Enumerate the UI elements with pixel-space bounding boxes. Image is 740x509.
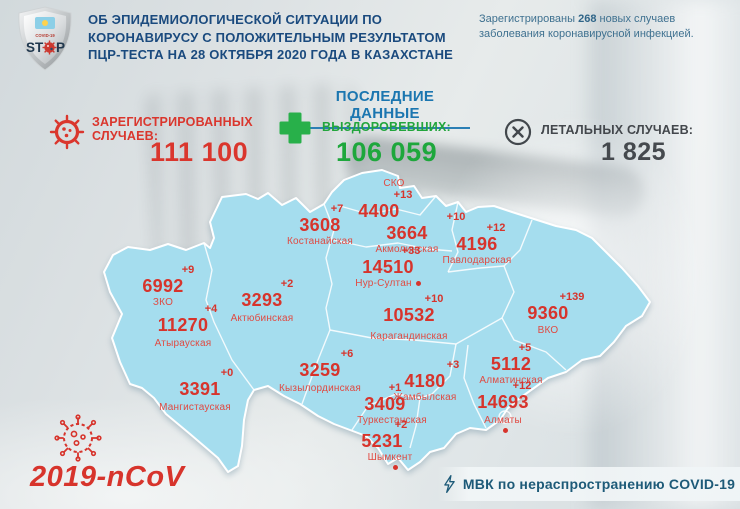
region-value: 14693 [477,392,529,412]
city-dot [415,281,421,286]
region-atyrauskaya: +4 11270 Атырауская [128,304,238,350]
region-delta: +2 [394,419,408,431]
deaths-label: ЛЕТАЛЬНЫХ СЛУЧАЕВ: [541,123,694,137]
cross-circle-icon [503,117,533,147]
note-suffix: новых случаев [599,13,676,25]
region-name: Алматы [484,415,522,426]
region-value: 5231 [361,431,403,451]
region-shymkent: +2 5231 Шымкент [327,420,437,470]
note-line2: заболевания коронавирусной инфекцией. [479,28,694,40]
region-mangistauskaya: +0 3391 Мангистауская [145,368,255,414]
region-value: 11270 [157,315,209,335]
logo-covid-text: COVID-19 [35,33,55,38]
region-name: Карагандинская [370,331,448,342]
region-name: Мангистауская [159,402,231,413]
mvk-banner: МВК по нераспространению COVID-19 [438,467,740,501]
title-line-3: ПЦР-ТЕСТА НА 28 ОКТЯБРЯ 2020 ГОДА В КАЗА… [88,47,454,62]
bg-person [590,0,740,509]
virus-icon [47,112,87,152]
latest-data-heading: ПОСЛЕДНИЕ ДАННЫЕ [300,88,470,129]
region-name: Атырауская [154,338,212,349]
recovered-label: ВЫЗДОРОВЕВШИХ: [322,120,451,134]
region-name: СКО [383,178,405,189]
region-value: 14510 [362,257,414,277]
region-delta: +33 [401,245,421,257]
region-delta: +5 [518,342,532,354]
coronavirus-outline-icon [50,410,106,466]
region-delta: +139 [559,291,585,303]
region-karagandinskaya: +10 10532 Карагандинская [354,294,464,343]
ncov-label: 2019-nCoV [30,461,185,493]
region-almaty: +12 14693 Алматы [448,381,558,433]
registered-label: ЗАРЕГИСТРИРОВАННЫХ СЛУЧАЕВ: [92,115,253,143]
region-name: Шымкент [367,452,413,463]
lightning-icon [444,474,455,494]
region-value: 10532 [383,305,435,325]
region-value: 3259 [299,360,341,380]
region-delta: +10 [424,293,444,305]
region-delta: +3 [446,359,460,371]
region-name: ВКО [537,325,559,336]
region-delta: +2 [280,278,294,290]
region-delta: +12 [512,380,532,392]
region-value: 6992 [142,276,184,296]
title-line-2: КОРОНАВИРУСУ С ПОЛОЖИТЕЛЬНЫМ РЕЗУЛЬТАТОМ [88,29,446,45]
note-prefix: Зарегистрированы [479,13,576,25]
plus-icon [277,110,313,146]
registered-value: 111 100 [150,137,249,167]
city-dot [392,465,398,470]
mvk-label: МВК по нераспространению COVID-19 [462,476,736,492]
region-delta: +13 [393,189,413,201]
title-line-1: ОБ ЭПИДЕМИОЛОГИЧЕСКОЙ СИТУАЦИИ ПО [88,12,383,27]
recovered-value: 106 059 [336,137,438,167]
region-zko: +9 6992 ЗКО [108,265,218,309]
stop-shield-logo: COVID-19 ST P [13,5,77,73]
region-name: Нур-Султан [355,278,412,289]
deaths-value: 1 825 [601,138,667,166]
city-dot [502,428,508,433]
region-value: 9360 [527,303,569,323]
new-cases-note: Зарегистрированы 268 новых случаев забол… [479,12,694,42]
region-delta: +6 [340,348,354,360]
logo-stop-left: ST [26,40,44,55]
region-delta: +9 [181,264,195,276]
note-count: 268 [578,13,597,25]
region-nur-sultan: +33 14510 Нур-Султан [333,246,443,289]
region-vko: +139 9360 ВКО [493,292,603,337]
logo-virus-o-icon [42,40,57,55]
region-delta: +12 [486,222,506,234]
region-value: 3391 [179,379,221,399]
region-value: 3409 [364,394,406,414]
logo-stop-right: P [56,40,65,55]
region-delta: +4 [204,303,218,315]
page-title: ОБ ЭПИДЕМИОЛОГИЧЕСКОЙ СИТУАЦИИ ПО КОРОНА… [88,11,453,64]
region-delta: +1 [388,382,402,394]
